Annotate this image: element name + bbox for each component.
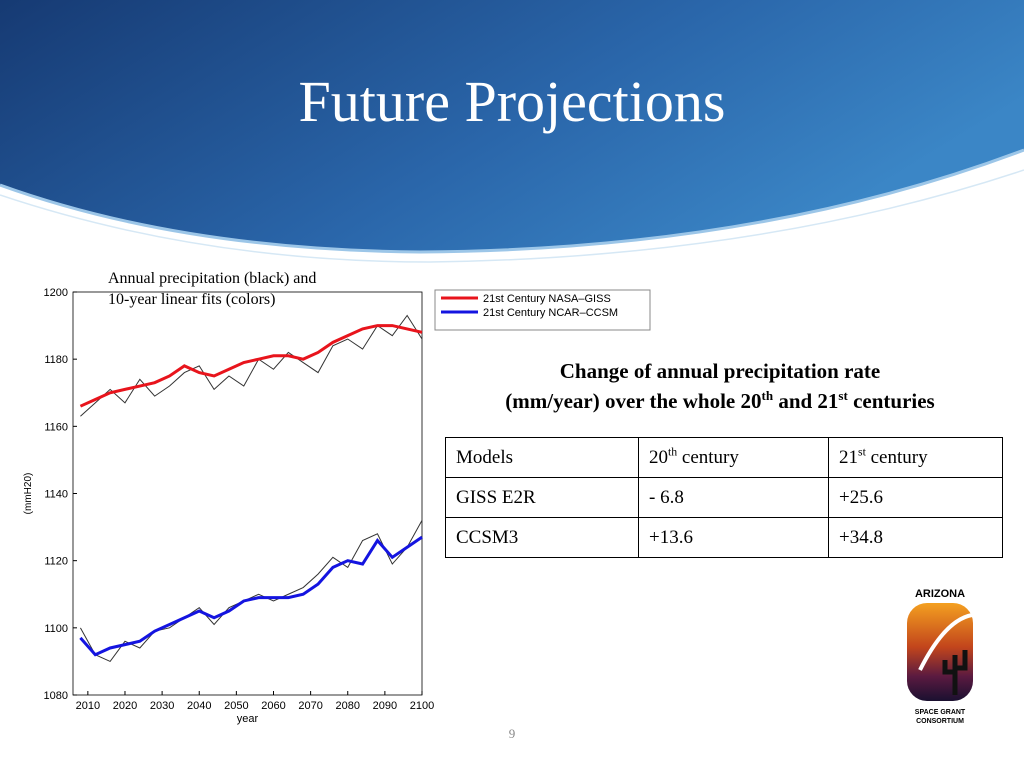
table-row: CCSM3 +13.6 +34.8 bbox=[445, 517, 1003, 558]
superscript: st bbox=[858, 445, 866, 459]
text: 21 bbox=[839, 447, 858, 468]
header-band bbox=[0, 0, 1024, 252]
logo-text: ARIZONA bbox=[915, 588, 965, 600]
x-axis-label: year bbox=[237, 713, 259, 725]
header-cell: 21st century bbox=[828, 437, 1003, 478]
cell: +25.6 bbox=[828, 477, 1003, 518]
logo-text: CONSORTIUM bbox=[916, 718, 964, 725]
superscript: st bbox=[838, 388, 848, 403]
x-tick-label: 2010 bbox=[76, 700, 100, 712]
legend-label: 21st Century NCAR–CCSM bbox=[483, 307, 618, 319]
logo-comet bbox=[918, 613, 973, 671]
y-tick-label: 1200 bbox=[44, 287, 68, 299]
y-tick-label: 1120 bbox=[44, 556, 68, 568]
plot-frame bbox=[72, 291, 423, 696]
header-swoosh bbox=[0, 169, 1024, 263]
superscript: th bbox=[761, 388, 774, 403]
x-tick-label: 2100 bbox=[410, 700, 434, 712]
x-tick-label: 2030 bbox=[150, 700, 174, 712]
x-tick-label: 2020 bbox=[113, 700, 137, 712]
series-line bbox=[79, 520, 423, 663]
y-tick-label: 1100 bbox=[44, 623, 68, 635]
table-header: Models 20th century 21st century bbox=[445, 437, 1003, 478]
superscript: th bbox=[668, 445, 678, 459]
header-cell: 20th century bbox=[638, 437, 829, 478]
x-tick-label: 2040 bbox=[187, 700, 211, 712]
caption-line: Annual precipitation (black) and bbox=[108, 270, 317, 287]
header-swoosh bbox=[0, 148, 1024, 254]
cell: +13.6 bbox=[638, 517, 829, 558]
series-line bbox=[79, 324, 423, 408]
text: (mm/year) over the whole 20 bbox=[505, 389, 762, 413]
page-number: 9 bbox=[508, 726, 516, 741]
x-tick-label: 2070 bbox=[298, 700, 322, 712]
logo-cactus bbox=[942, 650, 968, 695]
text: century bbox=[865, 447, 928, 468]
cell: - 6.8 bbox=[638, 477, 829, 518]
text: century bbox=[677, 447, 739, 468]
header-cell: Models bbox=[445, 437, 639, 478]
x-tick-label: 2090 bbox=[373, 700, 397, 712]
y-tick-label: 1080 bbox=[44, 690, 68, 702]
x-tick-label: 2050 bbox=[224, 700, 248, 712]
cell: GISS E2R bbox=[445, 477, 639, 518]
legend-label: 21st Century NASA–GISS bbox=[483, 293, 611, 305]
slide-title: Future Projections bbox=[298, 69, 726, 134]
series-line bbox=[79, 535, 423, 657]
chart-caption: Annual precipitation (black) and 10-year… bbox=[108, 268, 316, 310]
table-row: GISS E2R - 6.8 +25.6 bbox=[445, 477, 1003, 518]
table-title: Change of annual precipitation rate (mm/… bbox=[440, 356, 1000, 416]
text: centuries bbox=[847, 389, 935, 413]
y-tick-label: 1160 bbox=[44, 421, 68, 433]
data-table: Models 20th century 21st century GISS E2… bbox=[445, 437, 1003, 558]
y-tick-label: 1180 bbox=[44, 354, 68, 366]
series-line bbox=[80, 314, 423, 417]
text: and 21 bbox=[773, 389, 839, 413]
cell: +34.8 bbox=[828, 517, 1003, 558]
text: 20 bbox=[649, 447, 668, 468]
chart: 1080 1100 1120 1140 1160 1180 1200 2010 2020 2030… bbox=[23, 287, 651, 725]
logo-text: SPACE GRANT bbox=[915, 709, 966, 716]
cell: CCSM3 bbox=[445, 517, 639, 558]
y-tick-label: 1140 bbox=[44, 489, 68, 501]
table-title-line: Change of annual precipitation rate bbox=[559, 359, 881, 383]
x-tick-label: 2060 bbox=[261, 700, 285, 712]
table-title-line: (mm/year) over the whole 20th and 21st c… bbox=[440, 386, 1000, 416]
y-axis-label: (mmH20) bbox=[23, 473, 34, 515]
x-tick-label: 2080 bbox=[336, 700, 360, 712]
caption-line: 10-year linear fits (colors) bbox=[108, 291, 276, 308]
